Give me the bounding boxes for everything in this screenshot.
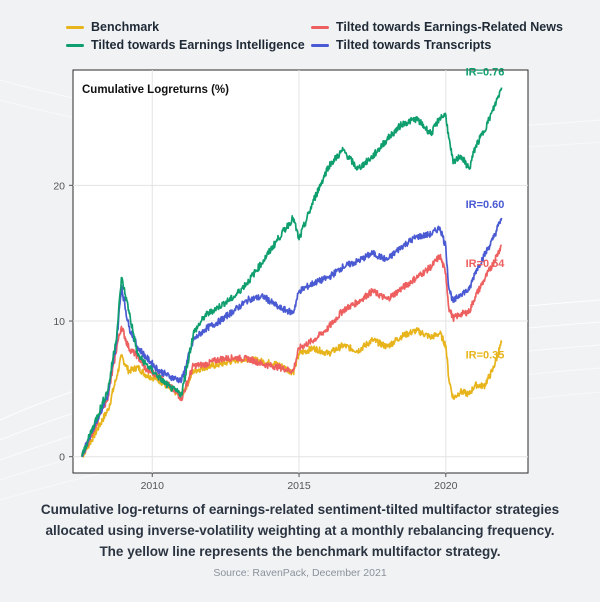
series-ir-label-2: IR=0.76 [466,67,505,79]
series-line-2 [80,87,503,457]
series-ir-label-1: IR=0.54 [466,258,506,270]
legend-label-earnings-news: Tilted towards Earnings-Related News [336,20,563,34]
y-tick-label: 0 [59,452,65,464]
plot-area [72,69,529,474]
legend-item-transcripts: Tilted towards Transcripts [311,38,491,52]
caption-line-3: The yellow line represents the benchmark… [99,544,501,559]
legend-label-benchmark: Benchmark [91,20,160,34]
y-tick-label: 10 [53,316,65,328]
x-tick-label: 2010 [141,480,165,490]
chart-container: 0 10 20 2010 2015 2020 IR=0.35 IR=0.54 IR=0.60 I… [0,60,600,492]
series-lines [80,87,503,458]
legend-swatch-earnings-news [311,25,329,29]
legend-label-earnings-intelligence: Tilted towards Earnings Intelligence [91,38,305,52]
legend-item-earnings-news: Tilted towards Earnings-Related News [311,20,563,34]
x-tick-label: 2020 [434,480,458,490]
x-tick-label: 2015 [287,480,311,490]
legend-item-benchmark: Benchmark [66,20,159,34]
chart-legend: Benchmark Tilted towards Earnings-Relate… [66,18,566,58]
legend-item-earnings-intelligence: Tilted towards Earnings Intelligence [66,38,305,52]
legend-swatch-transcripts [311,43,329,47]
source-note: Source: RavenPack, December 2021 [213,567,387,579]
chart-title: Cumulative Logreturns (%) [82,84,229,96]
series-ir-label-0: IR=0.35 [466,350,505,362]
figure-caption: Cumulative log-returns of earnings-relat… [20,499,580,562]
caption-line-2: allocated using inverse-volatility weigh… [45,523,555,538]
axis-ticks: 0 10 20 2010 2015 2020 [53,180,458,492]
legend-swatch-earnings-intelligence [66,43,84,47]
y-tick-label: 20 [53,180,65,192]
legend-swatch-benchmark [66,25,84,29]
series-labels: IR=0.35 IR=0.54 IR=0.60 IR=0.76 [466,67,506,362]
caption-line-1: Cumulative log-returns of earnings-relat… [40,502,560,517]
legend-label-transcripts: Tilted towards Transcripts [336,38,492,52]
series-ir-label-3: IR=0.60 [466,199,505,211]
